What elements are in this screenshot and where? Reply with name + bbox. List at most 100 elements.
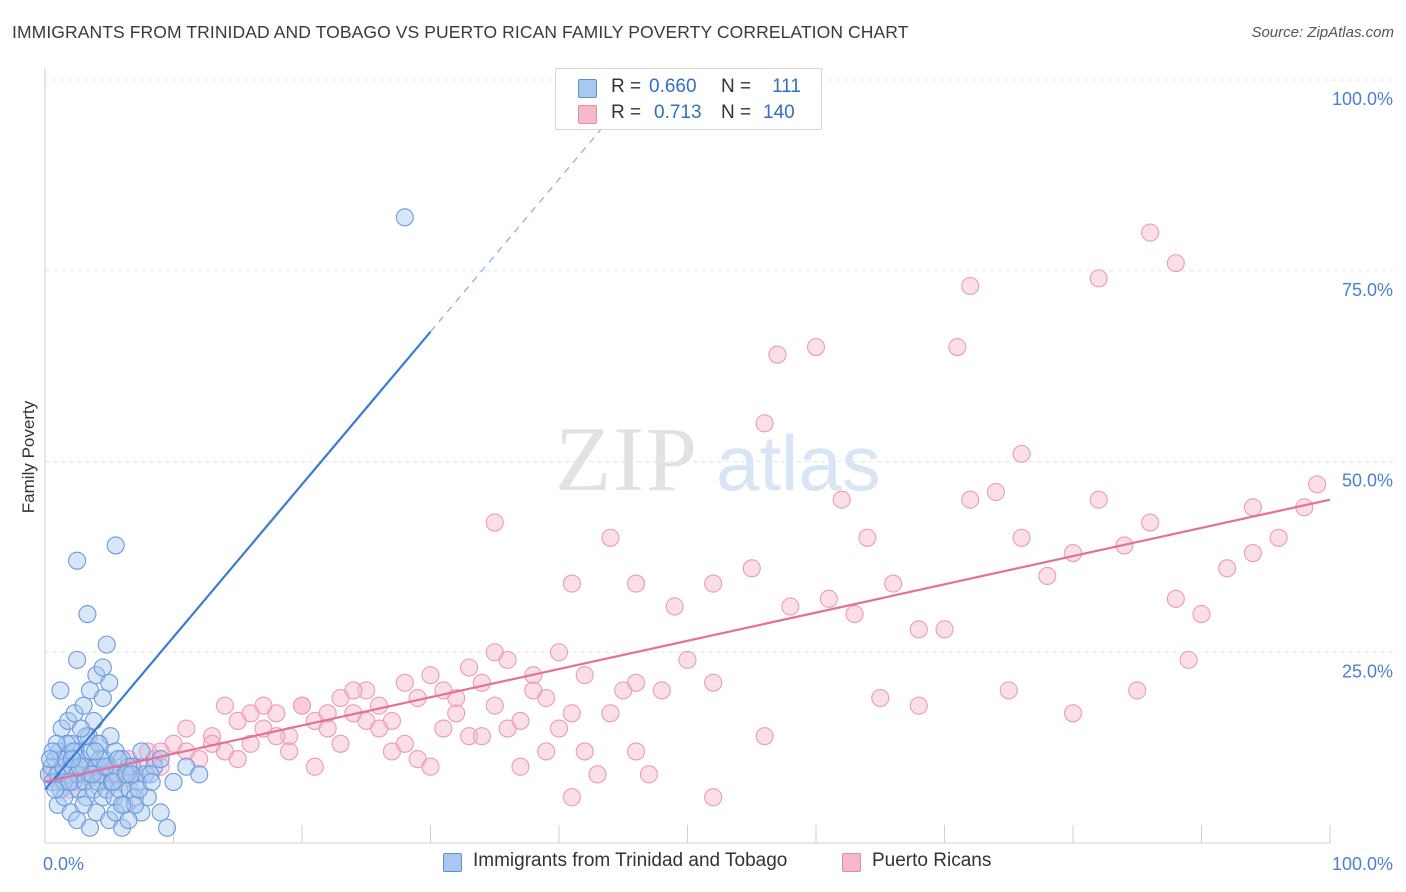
point-puerto-ricans	[1308, 475, 1327, 494]
point-puerto-ricans	[999, 681, 1018, 700]
point-puerto-ricans	[485, 513, 504, 532]
point-puerto-ricans	[909, 696, 928, 715]
point-trinidad	[119, 811, 138, 830]
point-puerto-ricans	[755, 414, 774, 433]
point-puerto-ricans	[318, 704, 337, 723]
point-puerto-ricans	[627, 574, 646, 593]
point-puerto-ricans	[755, 727, 774, 746]
bottom-legend-swatch-puerto-ricans	[842, 853, 861, 872]
point-trinidad	[86, 742, 105, 761]
legend-r-label: R =	[611, 102, 642, 123]
point-trinidad	[64, 742, 83, 761]
point-puerto-ricans	[1089, 269, 1108, 288]
point-puerto-ricans	[1192, 605, 1211, 624]
point-trinidad	[158, 818, 177, 837]
legend-n-label: N =	[721, 102, 752, 123]
point-puerto-ricans	[434, 719, 453, 738]
point-trinidad	[109, 750, 128, 769]
point-puerto-ricans	[1166, 589, 1185, 608]
legend-r-label: R =	[611, 76, 642, 97]
point-puerto-ricans	[575, 666, 594, 685]
point-puerto-ricans	[948, 337, 967, 357]
point-trinidad	[142, 772, 161, 792]
point-puerto-ricans	[151, 757, 170, 776]
point-puerto-ricans	[871, 688, 890, 708]
point-trinidad	[141, 765, 160, 784]
point-puerto-ricans	[331, 734, 350, 753]
point-puerto-ricans	[498, 719, 517, 738]
point-puerto-ricans	[524, 681, 543, 700]
legend-swatch-trinidad	[578, 79, 597, 98]
point-trinidad	[68, 650, 87, 669]
point-puerto-ricans	[447, 688, 466, 708]
point-puerto-ricans	[421, 666, 440, 685]
point-trinidad	[113, 795, 132, 814]
point-puerto-ricans	[1089, 490, 1108, 509]
trend-line-trinidad-extension	[430, 117, 611, 333]
point-puerto-ricans	[806, 337, 826, 357]
point-trinidad	[51, 681, 70, 700]
axes	[44, 68, 1331, 844]
point-trinidad	[71, 719, 91, 738]
point-trinidad	[122, 765, 141, 784]
point-puerto-ricans	[601, 704, 620, 723]
trend-lines	[44, 117, 1331, 791]
point-puerto-ricans	[395, 734, 414, 753]
point-trinidad	[41, 750, 60, 769]
point-puerto-ricans	[549, 643, 569, 662]
point-puerto-ricans	[472, 673, 491, 692]
point-puerto-ricans	[627, 673, 646, 692]
watermark-atlas: atlas	[716, 419, 881, 507]
point-puerto-ricans	[370, 696, 389, 715]
point-puerto-ricans	[575, 742, 594, 761]
point-puerto-ricans	[511, 757, 530, 776]
point-puerto-ricans	[177, 719, 196, 738]
point-puerto-ricans	[215, 696, 234, 715]
y-tick-label: 100.0%	[1332, 89, 1393, 109]
y-axis-label: Family Poverty	[19, 400, 38, 513]
point-trinidad	[125, 795, 144, 814]
point-trinidad	[164, 772, 183, 792]
trend-line-trinidad	[44, 331, 432, 791]
point-puerto-ricans	[1243, 498, 1262, 517]
point-puerto-ricans	[1269, 528, 1288, 547]
point-puerto-ricans	[1012, 444, 1031, 463]
point-puerto-ricans	[768, 345, 787, 364]
x-tick-label: 0.0%	[43, 854, 84, 874]
point-puerto-ricans	[562, 788, 581, 807]
point-puerto-ricans	[704, 788, 723, 807]
point-puerto-ricans	[1063, 544, 1083, 563]
point-puerto-ricans	[370, 719, 389, 738]
watermark-zip: ZIP	[555, 408, 699, 510]
watermark: ZIP atlas	[555, 408, 881, 510]
point-puerto-ricans	[318, 719, 337, 738]
point-puerto-ricans	[1141, 513, 1160, 532]
series-trinidad-points	[39, 208, 414, 837]
point-puerto-ricans	[845, 605, 864, 624]
point-puerto-ricans	[961, 490, 980, 509]
point-puerto-ricans	[884, 574, 903, 593]
point-puerto-ricans	[459, 658, 479, 677]
point-puerto-ricans	[344, 681, 363, 700]
point-puerto-ricans	[588, 765, 607, 784]
legend-r-value-trinidad: 0.660	[649, 76, 697, 97]
point-trinidad	[190, 765, 209, 784]
point-puerto-ricans	[537, 742, 556, 761]
point-puerto-ricans	[652, 681, 671, 700]
point-puerto-ricans	[1166, 254, 1185, 273]
point-trinidad	[78, 605, 97, 624]
bottom-legend-swatch-trinidad	[443, 853, 462, 872]
point-puerto-ricans	[280, 742, 299, 761]
point-puerto-ricans	[485, 643, 504, 662]
point-puerto-ricans	[1243, 544, 1262, 563]
point-puerto-ricans	[832, 490, 851, 509]
point-puerto-ricans	[627, 742, 646, 761]
trend-line-puerto-ricans	[44, 498, 1331, 784]
point-trinidad	[100, 673, 119, 692]
point-puerto-ricans	[986, 482, 1005, 502]
point-puerto-ricans	[819, 589, 838, 608]
point-puerto-ricans	[305, 757, 324, 776]
point-trinidad	[74, 696, 93, 715]
point-puerto-ricans	[704, 673, 723, 692]
